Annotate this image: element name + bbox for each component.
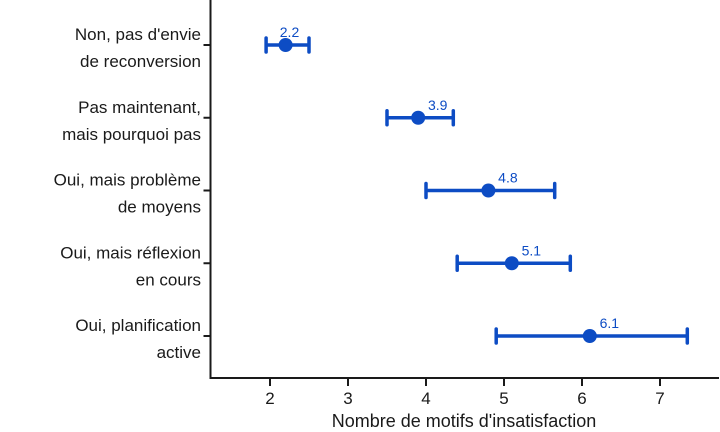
category-label: Non, pas d'envie de reconversion: [75, 25, 201, 71]
data-point-group: 4.8: [424, 170, 557, 200]
x-tick-label: 7: [655, 389, 664, 408]
x-tick-label: 5: [499, 389, 508, 408]
value-label: 6.1: [600, 315, 620, 331]
data-point-group: 2.2: [264, 24, 311, 54]
data-point: [481, 183, 496, 198]
data-point-group: 5.1: [455, 242, 573, 272]
data-point: [411, 110, 426, 125]
category-label: Oui, mais problème de moyens: [54, 171, 201, 217]
category-label: Oui, mais réflexion en cours: [60, 243, 201, 289]
x-tick-label: 6: [577, 389, 586, 408]
data-point: [278, 38, 293, 52]
category-label: Oui, planification active: [75, 316, 201, 362]
value-label: 4.8: [498, 170, 518, 186]
x-tick-label: 3: [343, 389, 352, 408]
x-tick-label: 4: [421, 389, 430, 408]
axes: Non, pas d'envie de reconversion Pas maint…: [54, 0, 719, 408]
x-axis-title: Nombre de motifs d'insatisfaction: [332, 411, 597, 431]
series: 2.2 3.9 4.8 5.1 6.1: [264, 24, 690, 345]
data-point-group: 3.9: [385, 97, 456, 127]
x-tick-label: 2: [265, 389, 274, 408]
value-label: 3.9: [428, 97, 448, 113]
value-label: 2.2: [280, 24, 300, 40]
category-label: Pas maintenant, mais pourquoi pas: [62, 98, 201, 144]
data-point: [582, 329, 597, 343]
value-label: 5.1: [522, 242, 542, 258]
data-point-group: 6.1: [494, 315, 690, 345]
data-point: [504, 256, 519, 271]
